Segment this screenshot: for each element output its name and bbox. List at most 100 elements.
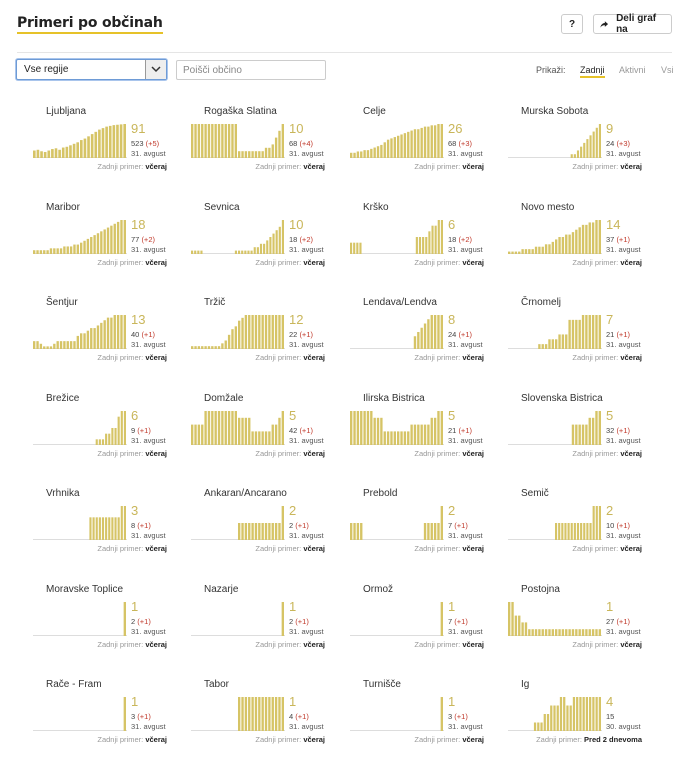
last-case-line: Zadnji primer: včeraj <box>414 640 484 649</box>
chart-bar <box>403 431 407 445</box>
last-case-prefix: Zadnji primer: <box>572 640 619 649</box>
municipality-name: Sevnica <box>204 202 240 213</box>
chart-bar <box>191 250 194 254</box>
chart-bar <box>403 133 407 158</box>
chart-bar <box>80 242 83 254</box>
chart-bar <box>575 424 578 445</box>
chart-bar <box>207 124 211 158</box>
chart-bar <box>56 341 59 349</box>
total-cases-line: 24 (+3) <box>606 139 630 148</box>
last-case-value: včeraj <box>303 640 325 649</box>
chart-bar <box>254 151 258 158</box>
new-cases-delta: (+1) <box>454 617 468 626</box>
last-case-value: včeraj <box>303 162 325 171</box>
municipality-card: Brežice 6 9 (+1) 31. avgust Zadnji primer: v… <box>33 393 183 483</box>
chart-bar <box>561 237 565 254</box>
new-cases-delta: (+1) <box>458 426 472 435</box>
chart-bar <box>595 127 598 158</box>
sparkline-bar-chart <box>350 411 444 445</box>
chart-bar <box>360 523 363 540</box>
date-label: 30. avgust <box>606 722 641 731</box>
chart-bar <box>54 148 58 158</box>
chart-bar <box>238 417 241 445</box>
last-case-prefix: Zadnji primer: <box>97 449 144 458</box>
chart-bar <box>110 225 113 254</box>
sparkline-bar-chart <box>191 411 285 445</box>
municipality-name: Vrhnika <box>46 488 80 499</box>
help-button[interactable]: ? <box>561 14 583 34</box>
chart-bar <box>248 151 251 158</box>
chart-bar <box>565 629 568 636</box>
municipality-name: Nazarje <box>204 584 239 595</box>
chart-bar <box>413 424 417 445</box>
chart-bar <box>261 315 264 349</box>
chart-bar <box>585 224 588 254</box>
chart-bar <box>366 411 370 445</box>
active-cases: 5 <box>289 408 297 423</box>
chart-bar <box>238 320 241 349</box>
sparkline-bar-chart <box>191 506 285 540</box>
sparkline-bar-chart <box>33 411 127 445</box>
last-case-value: včeraj <box>620 353 642 362</box>
toggle-vsi[interactable]: Vsi <box>661 65 674 75</box>
last-case-line: Zadnji primer: včeraj <box>414 544 484 553</box>
chart-bar <box>440 506 443 540</box>
last-case-prefix: Zadnji primer: <box>255 544 302 553</box>
show-label: Prikaži: <box>536 65 566 75</box>
chart-bar <box>241 317 244 349</box>
new-cases-delta: (+1) <box>454 712 468 721</box>
last-case-line: Zadnji primer: včeraj <box>572 544 642 553</box>
last-case-prefix: Zadnji primer: <box>414 449 461 458</box>
chart-bar <box>578 227 581 254</box>
chart-bar <box>423 126 427 158</box>
date-label: 31. avgust <box>131 149 166 158</box>
active-cases: 1 <box>448 694 456 709</box>
chart-bar <box>65 146 69 158</box>
chart-bar <box>423 424 427 445</box>
chart-bar <box>598 411 601 445</box>
last-case-value: včeraj <box>145 258 167 267</box>
chart-bar <box>508 251 511 254</box>
chart-bar <box>568 319 571 349</box>
chart-bar <box>90 237 93 254</box>
chart-bar <box>573 523 576 540</box>
toggle-aktivni[interactable]: Aktivni <box>619 65 646 75</box>
chart-bar <box>101 439 105 445</box>
chart-bar <box>555 523 558 540</box>
chart-bar <box>556 705 559 731</box>
chart-bar <box>440 411 443 445</box>
chart-bar <box>420 327 423 349</box>
new-cases-delta: (+1) <box>137 617 151 626</box>
municipality-search-input[interactable] <box>176 60 326 80</box>
chevron-down-icon[interactable] <box>145 60 166 79</box>
chart-bar <box>204 346 207 349</box>
chart-bar <box>538 246 541 254</box>
last-case-line: Zadnji primer: včeraj <box>97 162 167 171</box>
last-case-value: včeraj <box>620 640 642 649</box>
chart-bar <box>278 417 281 445</box>
chart-bar <box>558 523 561 540</box>
municipality-name: Novo mesto <box>521 202 575 213</box>
chart-bar <box>108 433 111 445</box>
new-cases-delta: (+1) <box>137 712 151 721</box>
chart-bar <box>386 431 390 445</box>
toggle-zadnji[interactable]: Zadnji <box>580 65 605 78</box>
municipality-name: Črnomelj <box>521 297 562 308</box>
chart-bar <box>427 424 430 445</box>
chart-bar <box>592 131 595 158</box>
share-button[interactable]: Deli graf na <box>593 13 672 35</box>
chart-bar <box>271 697 274 731</box>
page-title: Primeri po občinah <box>17 15 163 34</box>
last-case-line: Zadnji primer: včeraj <box>414 353 484 362</box>
chart-bar <box>565 234 568 254</box>
chart-bar <box>211 411 214 445</box>
municipality-card: Rače - Fram 1 3 (+1) 31. avgust Zadnji prime… <box>33 679 183 769</box>
chart-bar <box>254 315 258 349</box>
region-select[interactable]: Vse regije <box>16 59 167 80</box>
active-cases: 2 <box>289 503 297 518</box>
chart-bar <box>53 343 56 349</box>
last-case-prefix: Zadnji primer: <box>255 640 302 649</box>
chart-bar <box>244 315 248 349</box>
last-case-value: včeraj <box>145 640 167 649</box>
chart-bar <box>96 233 100 254</box>
